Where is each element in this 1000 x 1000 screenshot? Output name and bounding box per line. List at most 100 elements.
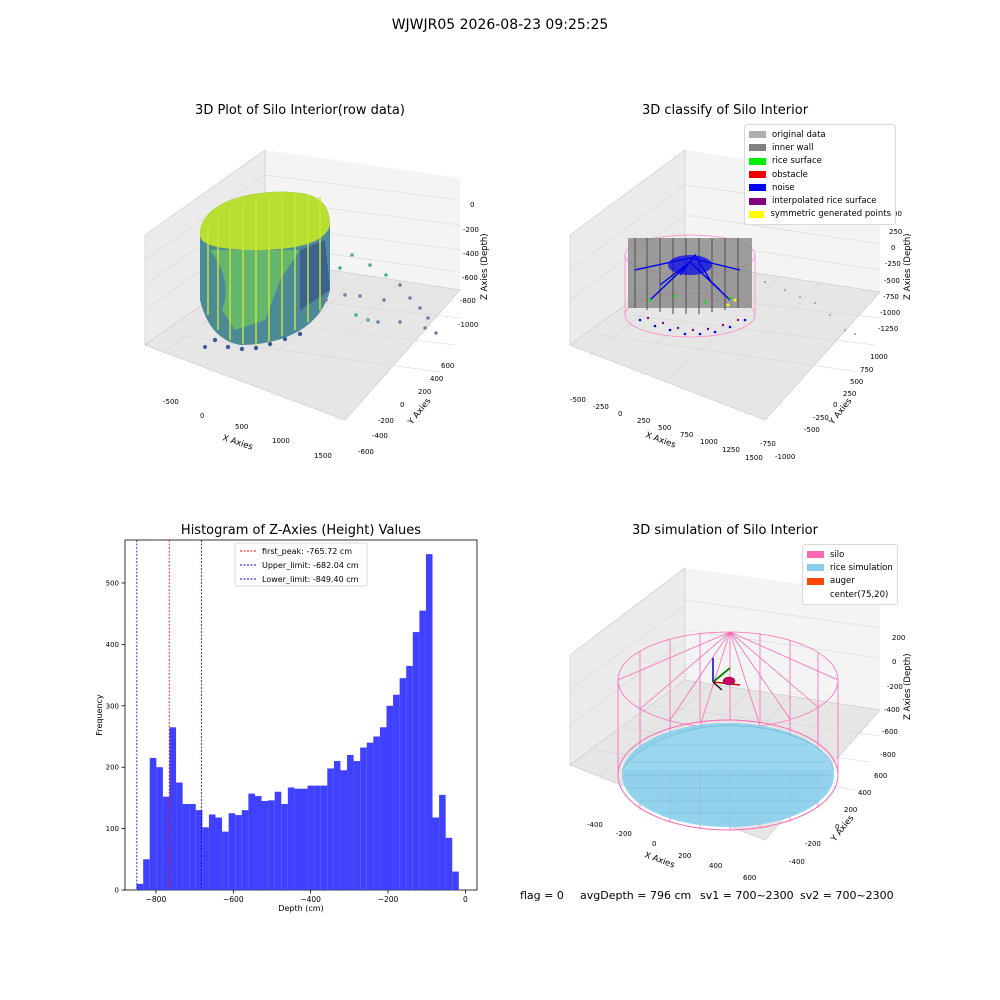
classify-ytick: -1000 [775, 453, 795, 461]
histogram-bar [439, 794, 446, 890]
classify-xtick: -500 [570, 396, 586, 404]
avg-depth-text: avgDepth = 796 cm [580, 889, 692, 902]
histogram-y-axis-label: Frequency [95, 694, 104, 736]
legend-swatch [807, 577, 824, 585]
sim-ytick: 400 [858, 789, 871, 797]
legend-item: symmetric generated points [749, 208, 891, 221]
legend-item: inner wall [749, 141, 891, 154]
classify-ztick: -750 [883, 293, 899, 301]
sim-ytick: -400 [789, 858, 805, 866]
sim-ytick: -200 [805, 840, 821, 848]
legend-label: Lower_limit: -849.40 cm [262, 575, 359, 584]
legend-label: original data [772, 129, 826, 140]
raw-ztick: 0 [470, 201, 474, 209]
histogram-bar [149, 757, 157, 890]
histogram-x-tick-label: −800 [146, 895, 167, 904]
histogram-bar [432, 817, 440, 890]
histogram-y-tick-label: 300 [106, 702, 119, 710]
histogram-bar [379, 727, 387, 890]
classify-ztick: 0 [891, 244, 895, 252]
legend-swatch [749, 157, 766, 165]
legend-label: silo [830, 549, 845, 560]
classify-x-axis-label: X Axies [644, 430, 677, 450]
histogram-bar [176, 782, 183, 890]
classify-ytick: -750 [760, 440, 776, 448]
legend-item: noise [749, 181, 891, 194]
histogram-bar [333, 761, 341, 890]
histogram-y-tick-label: 400 [106, 641, 119, 649]
histogram-bar [162, 796, 170, 890]
sim-auger [712, 658, 741, 691]
raw-xtick: 1000 [272, 437, 290, 445]
classify-xtick: 1000 [700, 438, 718, 446]
sim-ztick: -200 [887, 683, 903, 691]
legend-swatch [807, 551, 824, 559]
legend-item: silo [807, 548, 893, 561]
histogram-y-tick-label: 200 [106, 764, 119, 772]
histogram-bar [268, 800, 275, 890]
histogram-bar [452, 871, 459, 890]
classify-legend: original data inner wall rice surface ob… [744, 124, 896, 226]
histogram-bar [228, 813, 236, 890]
raw-ztick: -400 [463, 250, 479, 258]
raw-xtick: 500 [235, 423, 248, 431]
simulation-legend: silo rice simulation auger center(75,20) [802, 544, 898, 606]
sim-ztick: -400 [884, 706, 900, 714]
legend-swatch [749, 184, 766, 192]
simulation-plot-title: 3D simulation of Silo Interior [632, 523, 818, 538]
legend-label: interpolated rice surface [772, 196, 877, 207]
histogram-bar [419, 610, 426, 890]
classify-ytick: 750 [860, 366, 873, 374]
raw-xtick: 1500 [314, 452, 332, 460]
histogram-bar [202, 827, 209, 890]
histogram-bar [373, 736, 380, 890]
histogram-bar [254, 796, 262, 890]
sim-ztick: 200 [892, 634, 905, 642]
histogram-reference-lines [136, 540, 202, 890]
sim-ztick: -800 [880, 751, 896, 759]
sim-x-axis-label: X Axies [643, 850, 676, 870]
legend-label: noise [772, 182, 795, 193]
raw-ztick: -1000 [458, 321, 478, 329]
histogram-bar [314, 785, 321, 890]
legend-swatch [749, 210, 765, 218]
sim-z-axis-label: Z Axies (Depth) [903, 653, 913, 720]
histogram-bar [195, 810, 203, 890]
classify-ztick: -500 [884, 277, 900, 285]
sim-xtick: -400 [587, 821, 603, 829]
raw-xtick: 0 [200, 412, 204, 420]
classify-ztick: -1250 [878, 325, 898, 333]
legend-swatch [749, 144, 766, 152]
legend-item: rice surface [749, 155, 891, 168]
histogram-bar [261, 800, 269, 890]
histogram-bar [287, 787, 295, 890]
histogram-bar [241, 810, 249, 890]
legend-item: interpolated rice surface [749, 194, 891, 207]
histogram-bar [222, 831, 229, 890]
histogram-x-ticks: −800 −600 −400 −200 0 [146, 890, 468, 904]
legend-label: inner wall [772, 142, 814, 153]
histogram-bar [143, 859, 150, 890]
sv2-text: sv2 = 700~2300 [800, 889, 894, 902]
histogram-bar [399, 678, 407, 890]
classify-plot-title: 3D classify of Silo Interior [641, 103, 809, 118]
simulation-3d-plot: -400 -200 0 200 400 600 600 400 200 0 -2… [569, 567, 913, 882]
sim-xtick: -200 [616, 830, 632, 838]
raw-ytick: 200 [418, 388, 431, 396]
sv1-text: sv1 = 700~2300 [700, 889, 794, 902]
classify-ytick: 250 [843, 390, 856, 398]
legend-label: obstacle [772, 169, 808, 180]
histogram-bar [327, 768, 334, 890]
histogram-bar [235, 815, 242, 890]
histogram-bar [208, 814, 216, 890]
histogram-bar [340, 770, 348, 890]
legend-item: center(75,20) [807, 588, 893, 601]
histogram-bar [386, 705, 394, 890]
histogram-x-tick-label: −600 [223, 895, 244, 904]
sim-xtick: 200 [678, 852, 691, 860]
histogram-bar [406, 665, 413, 890]
histogram-bar [353, 761, 361, 890]
histogram-x-tick-label: 0 [463, 895, 468, 904]
histogram-bar [320, 785, 328, 890]
histogram-bar [393, 694, 400, 890]
